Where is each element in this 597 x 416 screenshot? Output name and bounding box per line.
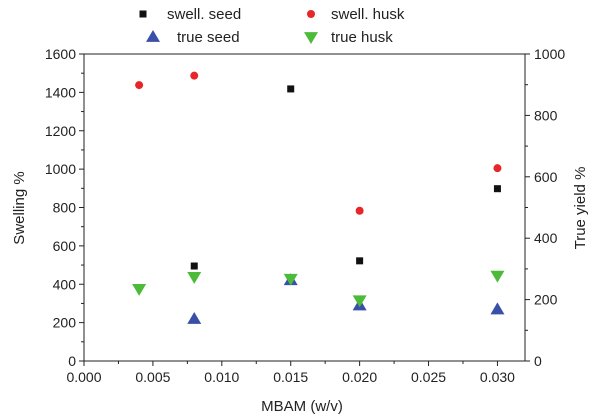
x-tick-label: 0.015 xyxy=(273,369,308,385)
x-tick-label: 0.005 xyxy=(135,369,170,385)
data-point xyxy=(493,185,501,193)
y2-tick-label: 400 xyxy=(534,230,558,246)
y2-tick-label: 200 xyxy=(534,292,558,308)
y-tick-label: 0 xyxy=(68,353,76,369)
series-swell-seed xyxy=(190,85,501,270)
legend-marker xyxy=(139,10,147,18)
x-tick-label: 0.030 xyxy=(480,369,515,385)
axes: 0.000 0.005 0.010 0.015 0.020 0.025 0.030 0 200 4… xyxy=(45,46,566,385)
x-tick-label: 0.000 xyxy=(66,369,101,385)
series-true-husk xyxy=(132,270,505,308)
data-point xyxy=(187,271,202,284)
y2-tick-label: 1000 xyxy=(534,46,565,62)
data-point xyxy=(283,273,298,286)
legend-marker xyxy=(146,30,160,42)
y-tick-label: 1000 xyxy=(45,161,76,177)
x-axis-label: MBAM (w/v) xyxy=(261,398,343,415)
plot-area xyxy=(132,71,505,324)
data-point xyxy=(287,85,295,93)
legend-label: swell. husk xyxy=(331,6,405,23)
y-tick-label: 1600 xyxy=(45,46,76,62)
legend-marker xyxy=(307,10,315,18)
data-point xyxy=(190,262,198,270)
y2-tick-label: 600 xyxy=(534,169,558,185)
data-point xyxy=(187,311,202,324)
legend-marker xyxy=(304,32,318,44)
y-tick-label: 1200 xyxy=(45,123,76,139)
data-point xyxy=(490,302,505,315)
data-point xyxy=(493,164,502,173)
y-tick-label: 800 xyxy=(53,200,77,216)
data-point xyxy=(490,270,505,283)
data-point xyxy=(190,71,199,80)
y-tick-label: 1400 xyxy=(45,84,76,100)
x-tick-label: 0.010 xyxy=(204,369,239,385)
data-point xyxy=(355,206,364,215)
y2-tick-label: 800 xyxy=(534,107,558,123)
y2-axis-label: True yield % xyxy=(572,167,589,250)
data-point xyxy=(132,283,147,296)
y-axis-label: Swelling % xyxy=(11,171,28,244)
x-tick-label: 0.020 xyxy=(342,369,377,385)
y-tick-label: 600 xyxy=(53,238,77,254)
legend-label: swell. seed xyxy=(167,6,241,23)
x-tick-label: 0.025 xyxy=(411,369,446,385)
legend-label: true seed xyxy=(177,29,240,46)
data-point xyxy=(356,257,364,265)
legend: swell. seed swell. husk true seed true husk xyxy=(139,6,405,46)
data-point xyxy=(352,295,367,308)
y-tick-label: 200 xyxy=(53,315,77,331)
data-point xyxy=(135,81,144,90)
y2-tick-label: 0 xyxy=(534,353,542,369)
legend-label: true husk xyxy=(331,29,393,46)
y-tick-label: 400 xyxy=(53,276,77,292)
